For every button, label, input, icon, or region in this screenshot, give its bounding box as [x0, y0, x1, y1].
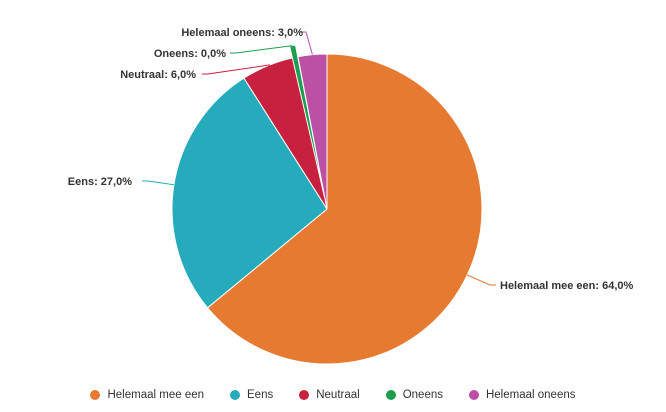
legend-marker-icon: [385, 390, 396, 400]
pie-slices: [171, 44, 483, 365]
legend-item-neutraal[interactable]: Neutraal: [299, 389, 360, 401]
legend-label: Helemaal oneens: [485, 389, 576, 401]
data-label-helemaal-oneens: Helemaal oneens: 3,0%: [181, 27, 303, 39]
data-label-eens: Eens: 27,0%: [68, 176, 132, 188]
connector-helemaal-oneens: [300, 31, 313, 55]
legend-item-helemaal-oneens[interactable]: Helemaal oneens: [468, 389, 576, 401]
legend-marker-icon: [468, 390, 479, 400]
connector-oneens: [230, 45, 293, 54]
legend-marker-icon: [299, 390, 310, 400]
pie-data-labels: Helemaal mee een: 64,0% Eens: 27,0% Neutra…: [68, 27, 634, 292]
legend-marker-icon: [90, 390, 101, 400]
connector-eens: [142, 180, 174, 186]
pie-chart: Helemaal mee een: 64,0% Eens: 27,0% Neutra…: [68, 27, 634, 365]
legend-label: Helemaal mee een: [107, 389, 205, 401]
legend-item-eens[interactable]: Eens: [230, 389, 273, 401]
data-label-neutraal: Neutraal: 6,0%: [120, 69, 196, 81]
legend-label: Neutraal: [316, 389, 360, 401]
legend-label: Oneens: [402, 389, 443, 401]
pie-slice-helemaal-mee-een: [206, 53, 483, 365]
data-label-helemaal-mee-een: Helemaal mee een: 64,0%: [500, 280, 634, 292]
legend-marker-icon: [230, 390, 241, 400]
legend: Helemaal mee een Eens Neutraal Oneens Helema…: [0, 384, 666, 406]
connector-neutraal: [202, 64, 271, 75]
pie-slice-helemaal-oneens: [297, 53, 328, 210]
legend-item-helemaal-mee-een[interactable]: Helemaal mee een: [90, 389, 204, 401]
connector-helemaal-mee-een: [467, 274, 496, 286]
data-label-oneens: Oneens: 0,0%: [154, 48, 226, 60]
legend-item-oneens[interactable]: Oneens: [385, 389, 443, 401]
legend-label: Eens: [247, 389, 274, 401]
